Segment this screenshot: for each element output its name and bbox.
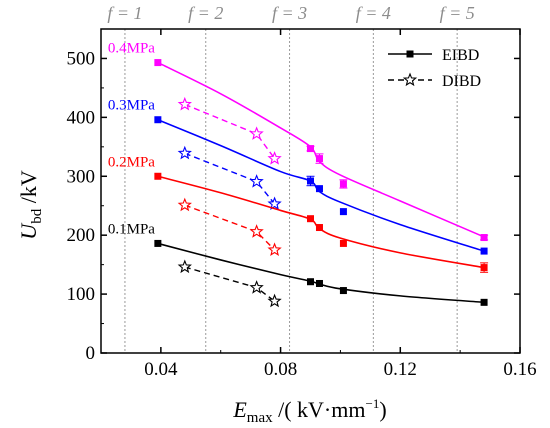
eibd-point [307,215,314,223]
eibd-point [480,298,488,306]
f-label-1: f = 1 [107,3,142,23]
dibd-line-04mpa [184,103,276,160]
legend-label: EIBD [442,47,479,64]
dibd-point [267,293,282,308]
y-tick-label: 300 [67,166,96,187]
dibd-point [177,96,192,111]
legend-marker [402,72,418,87]
y-tick-label: 400 [67,107,96,128]
y-axis-title: Ubd /kV [16,170,45,240]
eibd-point [339,208,347,216]
eibd-point [480,264,488,272]
eibd-line-01mpa [157,242,485,304]
x-tick-label: 0.12 [384,359,417,380]
dibd-point [249,224,264,238]
dibd-point [249,280,264,294]
x-tick-label: 0.16 [503,359,536,380]
y-tick-label: 100 [67,284,96,305]
eibd-point [339,239,347,247]
dibd-point [177,259,192,274]
series-layer: 0.4MPa 0.3MPa 0.2MPa 0.1MPa [108,41,489,308]
eibd-point [307,177,314,185]
dibd-point [267,151,282,165]
series-label-03mpa: 0.3MPa [108,98,155,114]
eibd-point [154,172,162,180]
series-label-01mpa: 0.1MPa [108,221,155,237]
legend: EIBD DIBD [388,47,481,90]
dibd-point [177,145,192,160]
dibd-point [249,174,264,188]
legend-item-eibd: EIBD [388,47,479,64]
dibd-point [267,242,282,256]
eibd-line-03mpa [157,118,485,252]
eibd-point [315,155,323,163]
legend-label: DIBD [442,73,481,90]
eibd-point [339,287,347,295]
f-label-5: f = 5 [440,3,475,23]
eibd-point [315,279,323,287]
series-group-04mpa: 0.4MPa [108,41,489,242]
dibd-line-01mpa [184,266,276,302]
series-group-01mpa: 0.1MPa [108,221,488,308]
dibd-point [267,196,282,211]
eibd-point [154,59,162,67]
y-tick-label: 500 [67,48,96,69]
series-label-02mpa: 0.2MPa [108,154,155,170]
series-group-03mpa: 0.3MPa [108,98,488,255]
f-reference-lines: f = 1 f = 2 f = 3 f = 4 f = 5 [107,3,475,353]
plot-frame [100,28,521,354]
x-tick-label: 0.04 [144,359,178,380]
f-label-3: f = 3 [272,3,307,23]
eibd-point [307,278,314,286]
eibd-point [307,145,314,153]
eibd-point [339,180,347,188]
eibd-point [480,247,488,255]
dibd-point [249,126,264,140]
y-tick-label: 200 [67,225,96,246]
f-label-2: f = 2 [188,3,223,23]
eibd-point [154,239,162,247]
axis-ticks: 0.04 0.08 0.12 0.16 0 100 200 300 400 500 [67,29,537,380]
series-label-04mpa: 0.4MPa [108,41,155,57]
eibd-line-02mpa [157,175,485,269]
legend-marker [406,50,414,58]
f-label-4: f = 4 [356,3,391,23]
dibd-line-02mpa [184,204,276,251]
x-tick-label: 0.08 [264,359,297,380]
dibd-point [177,197,192,212]
eibd-point [154,116,162,124]
dibd-line-03mpa [184,152,276,205]
series-group-02mpa: 0.2MPa [108,154,489,273]
eibd-line-04mpa [157,61,485,238]
eibd-point [480,234,488,242]
legend-item-dibd: DIBD [388,72,481,90]
eibd-point [315,224,323,232]
y-tick-label: 0 [86,343,96,364]
eibd-point [315,185,323,193]
x-axis-title: Emax /( kV·mm−1) [232,396,386,426]
